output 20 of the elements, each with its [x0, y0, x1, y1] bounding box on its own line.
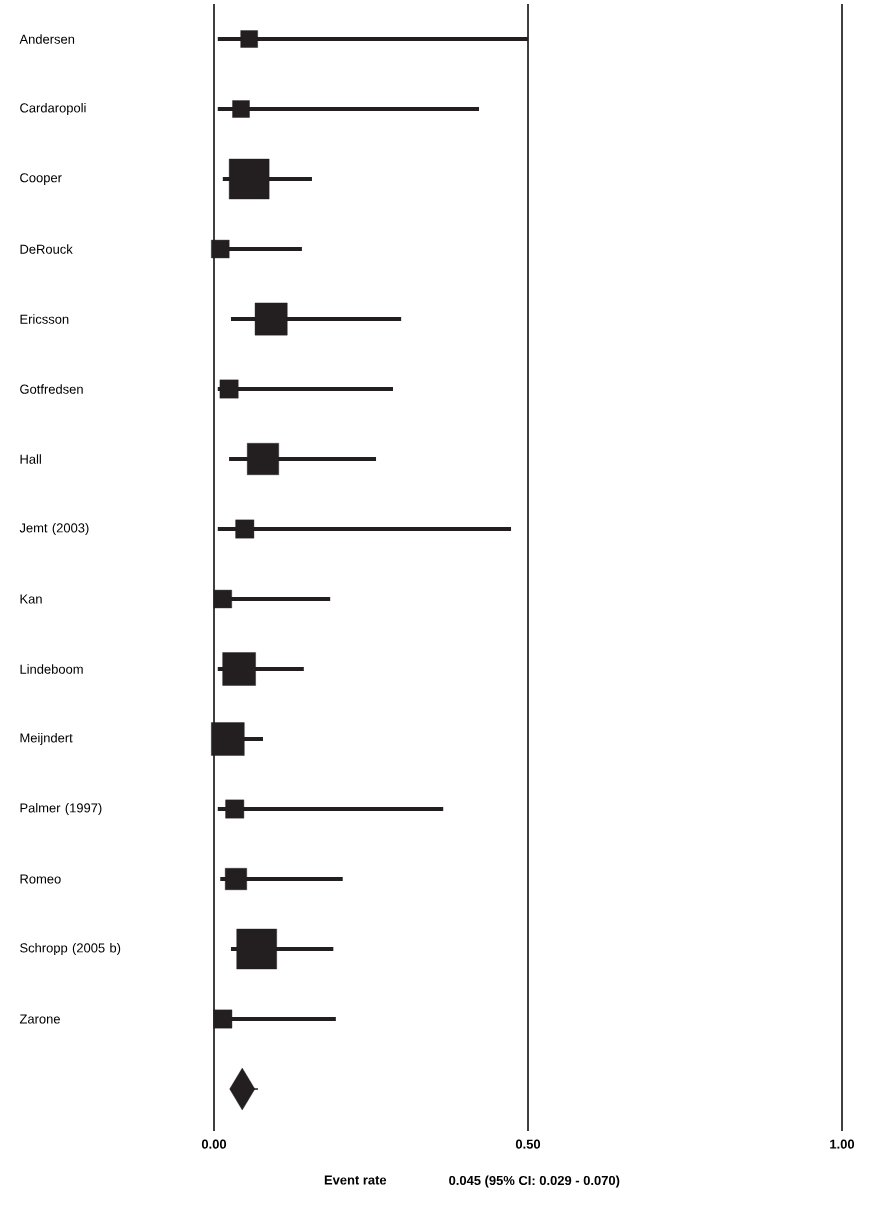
- x-tick-label: 0.00: [201, 1139, 227, 1149]
- y-tick-label: Cooper: [20, 173, 62, 185]
- y-tick-label: Cardaropoli: [20, 102, 86, 116]
- y-tick-label: Romeo: [20, 874, 61, 884]
- x-tick-label: 1.00: [830, 1139, 855, 1149]
- y-tick-label: Meijndert: [20, 732, 73, 746]
- y-tick-label: Andersen: [19, 34, 75, 44]
- y-tick-label: Schropp (2005 b): [20, 942, 121, 956]
- y-tick-label: Zarone: [19, 1014, 60, 1024]
- y-tick-label: Kan: [20, 594, 42, 604]
- x-axis-title: Event rate: [324, 1175, 387, 1185]
- y-tick-label: Gotfredsen: [20, 384, 83, 394]
- y-tick-label: Palmer (1997): [20, 802, 102, 816]
- x-tick-label: 0.50: [515, 1139, 541, 1149]
- text: 0.045 (95% CI: 0.029 - 0.070): [449, 1175, 620, 1188]
- y-tick-label: DeRouck: [20, 244, 73, 254]
- y-tick-label: Lindeboom: [20, 664, 83, 674]
- y-tick-label: Hall: [20, 454, 41, 464]
- y-tick-label: Ericsson: [20, 314, 69, 324]
- y-tick-label: Jemt (2003): [19, 522, 89, 536]
